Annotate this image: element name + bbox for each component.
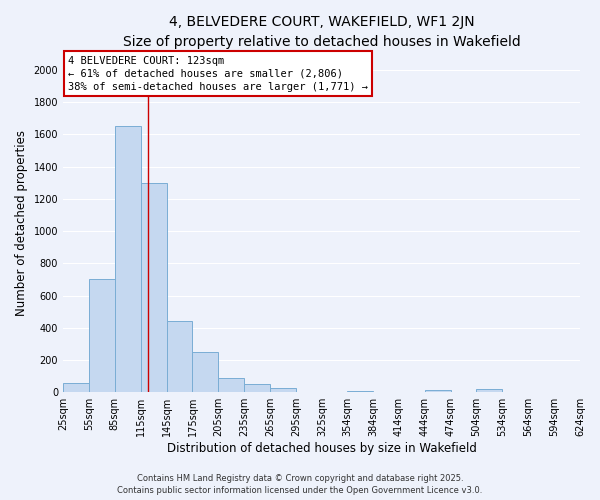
Bar (270, 388, 296, 392)
Bar (141, 182, 167, 392)
Bar (476, 389, 502, 392)
Bar (425, 390, 451, 392)
Text: Contains HM Land Registry data © Crown copyright and database right 2025.
Contai: Contains HM Land Registry data © Crown c… (118, 474, 482, 495)
Bar (167, 322, 193, 392)
Bar (193, 352, 218, 392)
Title: 4, BELVEDERE COURT, WAKEFIELD, WF1 2JN
Size of property relative to detached hou: 4, BELVEDERE COURT, WAKEFIELD, WF1 2JN S… (122, 15, 520, 48)
Bar (89, 280, 115, 392)
Text: 4 BELVEDERE COURT: 123sqm
← 61% of detached houses are smaller (2,806)
38% of se: 4 BELVEDERE COURT: 123sqm ← 61% of detac… (68, 56, 368, 92)
Bar (347, 390, 373, 392)
Bar (244, 384, 270, 392)
Bar (115, 126, 141, 392)
Bar (63, 382, 89, 392)
Bar (218, 378, 244, 392)
X-axis label: Distribution of detached houses by size in Wakefield: Distribution of detached houses by size … (167, 442, 476, 455)
Y-axis label: Number of detached properties: Number of detached properties (15, 130, 28, 316)
